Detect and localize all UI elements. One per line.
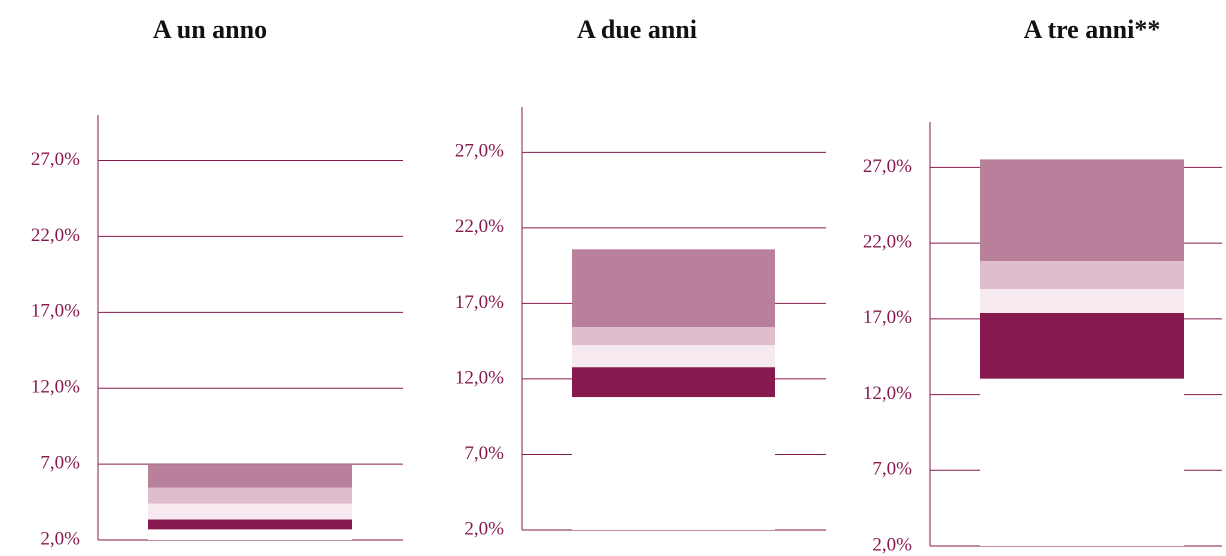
y-tick-label: 27,0% — [31, 149, 80, 170]
y-tick-label: 2,0% — [872, 534, 912, 555]
bar-segment — [148, 464, 352, 488]
bar-segment — [572, 249, 775, 328]
y-tick-label: 27,0% — [455, 141, 504, 162]
y-tick-label: 22,0% — [455, 216, 504, 237]
bar-segment — [572, 345, 775, 368]
chart-title: A due anni — [577, 15, 697, 44]
y-tick-label: 7,0% — [40, 452, 80, 473]
y-tick-label: 22,0% — [31, 225, 80, 246]
y-tick-label: 22,0% — [863, 232, 912, 253]
bar-segment — [980, 378, 1184, 546]
bar-segment — [980, 159, 1184, 262]
y-tick-label: 12,0% — [455, 367, 504, 388]
y-tick-label: 7,0% — [872, 459, 912, 480]
chart-title: A tre anni** — [1024, 15, 1161, 44]
bar-segment — [148, 529, 352, 540]
bar-segment — [980, 261, 1184, 290]
y-tick-label: 17,0% — [455, 292, 504, 313]
y-tick-label: 17,0% — [863, 307, 912, 328]
bar-segment — [572, 397, 775, 530]
bar-segment — [980, 289, 1184, 313]
bar-segment — [148, 503, 352, 520]
bar-segment — [572, 367, 775, 398]
bar-segment — [572, 327, 775, 346]
chart-title: A un anno — [153, 15, 267, 44]
bar-segment — [148, 487, 352, 504]
y-tick-label: 27,0% — [863, 156, 912, 177]
bar-segment — [980, 312, 1184, 379]
y-tick-label: 17,0% — [31, 301, 80, 322]
y-tick-label: 7,0% — [464, 443, 504, 464]
y-tick-label: 2,0% — [40, 528, 80, 549]
y-tick-label: 12,0% — [863, 383, 912, 404]
y-tick-label: 12,0% — [31, 377, 80, 398]
bar-segment — [148, 519, 352, 530]
y-tick-label: 2,0% — [464, 518, 504, 539]
